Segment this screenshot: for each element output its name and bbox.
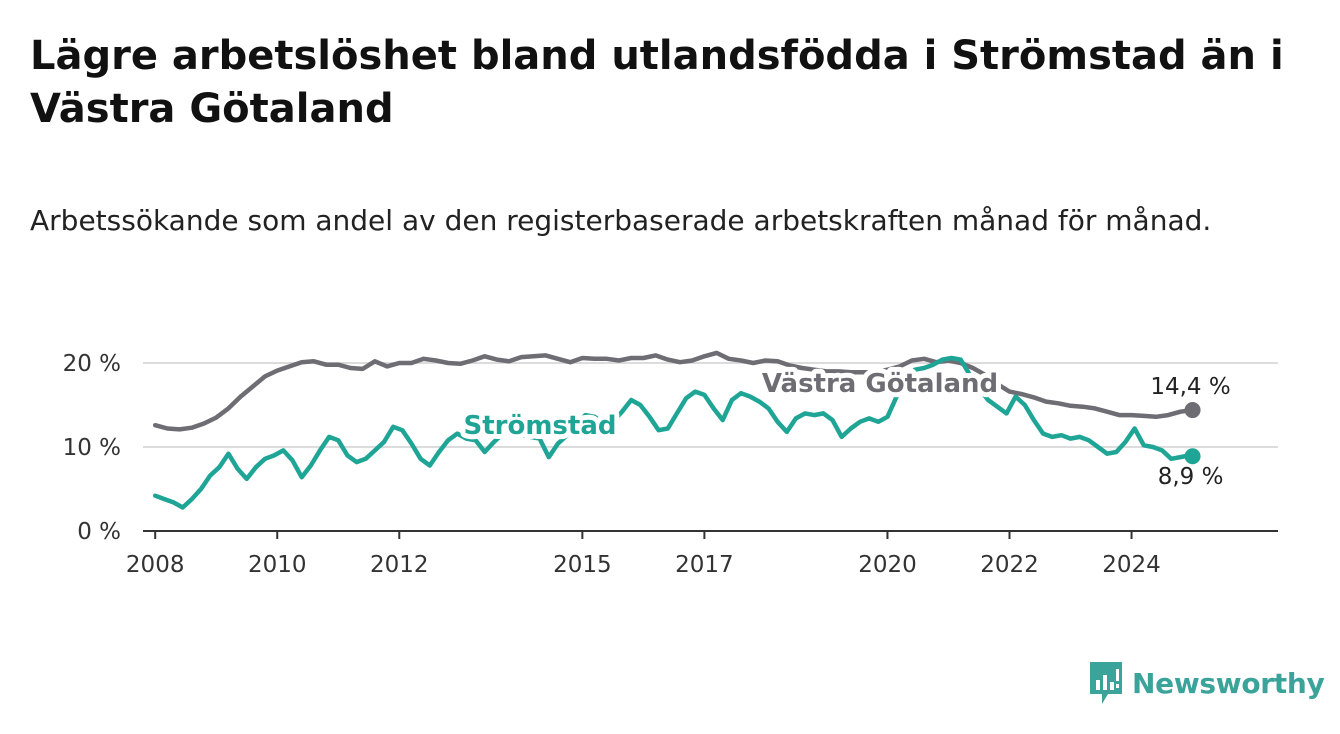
newsworthy-logo: Newsworthy <box>1088 660 1325 706</box>
x-tick-label: 2022 <box>980 552 1039 578</box>
y-tick-label: 10 % <box>63 435 121 461</box>
series-label-halo: Västra Götaland <box>762 369 998 399</box>
x-tick-label: 2012 <box>370 552 429 578</box>
chart-subtitle: Arbetssökande som andel av den registerb… <box>30 204 1212 237</box>
x-tick-label: 2010 <box>248 552 307 578</box>
end-value-label-stromstad: 8,9 % <box>1158 464 1224 490</box>
newsworthy-logo-icon <box>1090 662 1122 704</box>
x-tick-label: 2008 <box>126 552 185 578</box>
series-lines <box>152 350 1201 510</box>
brand-name: Newsworthy <box>1132 666 1325 700</box>
series-label-vastra-gotaland: Västra Götaland <box>762 369 998 399</box>
y-axis-tick-labels: 0 % 10 % 20 % <box>63 351 121 545</box>
x-tick-label: 2017 <box>675 552 734 578</box>
chart-title: Lägre arbetslöshet bland utlandsfödda i … <box>30 33 1284 132</box>
x-axis: 2008 2010 2012 2015 2017 2020 2022 2024 <box>126 530 1278 578</box>
series-line-1 <box>152 355 1195 510</box>
series-end-point-1 <box>1184 448 1201 465</box>
x-tick-label: 2024 <box>1102 552 1161 578</box>
y-tick-label: 20 % <box>63 351 121 377</box>
end-value-label-vastra-gotaland: 14,4 % <box>1150 374 1230 400</box>
x-tick-label: 2015 <box>553 552 612 578</box>
y-tick-label: 0 % <box>77 519 121 545</box>
series-end-point-0 <box>1184 402 1201 419</box>
series-line-0 <box>152 350 1195 432</box>
x-tick-label: 2020 <box>858 552 917 578</box>
series-label-halo: Strömstad <box>464 411 617 441</box>
series-label-stromstad: Strömstad <box>464 411 617 441</box>
